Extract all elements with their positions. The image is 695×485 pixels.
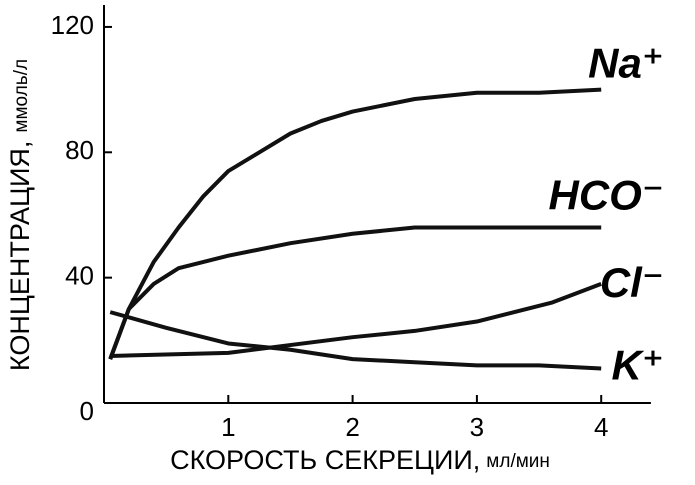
series-label: HCO⁻ [549, 172, 665, 219]
x-tick-label: 2 [345, 412, 359, 442]
y-tick-label: 80 [65, 135, 94, 165]
x-tick-label: 1 [221, 412, 235, 442]
y-tick-label: 40 [65, 261, 94, 291]
y-label-unit: ммоль/л [11, 59, 32, 133]
series-line [110, 282, 602, 358]
x-tick-label: 4 [594, 412, 608, 442]
y-label-text: КОНЦЕНТРАЦИЯ, [5, 141, 35, 372]
series-line [109, 310, 602, 371]
x-label-text: СКОРОСТЬ СЕКРЕЦИИ, [170, 445, 480, 475]
series-line [108, 87, 602, 360]
y-axis-label: КОНЦЕНТРАЦИЯ, ммоль/л [5, 59, 35, 371]
x-label-unit: мл/мин [486, 451, 550, 472]
series-line [108, 225, 602, 360]
series-label: Cl⁻ [600, 259, 664, 306]
x-axis-label: СКОРОСТЬ СЕКРЕЦИИ, мл/мин [170, 445, 550, 475]
y-tick-label: 120 [51, 10, 94, 40]
x-tick-label: 3 [470, 412, 484, 442]
series-label: Na⁺ [588, 40, 664, 87]
y-tick-label: 0 [80, 396, 94, 426]
series-label: K⁺ [612, 342, 665, 389]
